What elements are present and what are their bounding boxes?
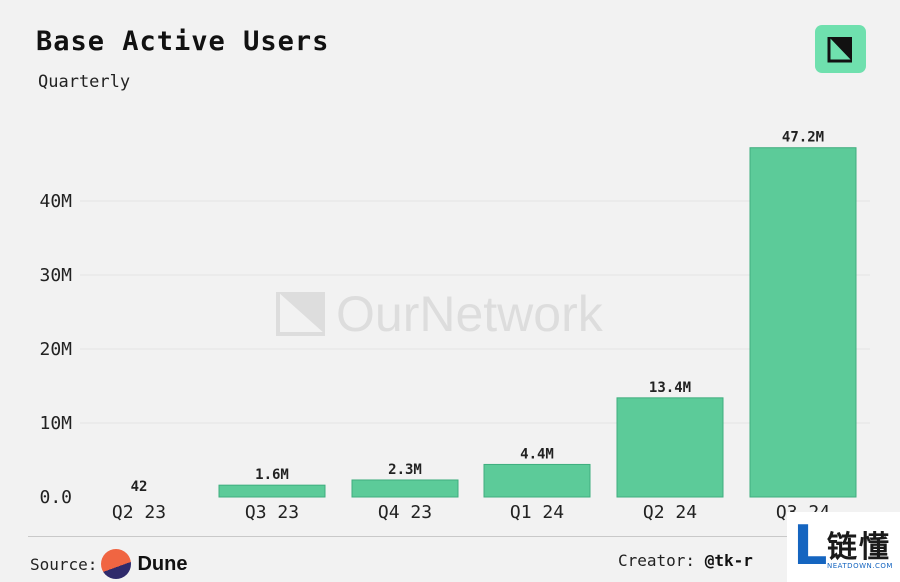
footer-divider — [28, 536, 878, 537]
y-axis: 0.0 10M 20M 30M 40M — [39, 191, 72, 508]
x-tick-label: Q2 23 — [112, 502, 166, 523]
neatdown-badge: L 链懂 NEATDOWN.COM — [787, 512, 900, 582]
dune-logo-icon — [101, 549, 132, 579]
bar-q3-23 — [218, 484, 326, 498]
chart-subtitle: Quarterly — [38, 72, 131, 92]
data-label: 13.4M — [649, 380, 691, 396]
data-label: 4.4M — [520, 446, 554, 462]
grid-lines — [80, 200, 870, 424]
bar-chart: OurNetwork 0.0 10M 20M 30M 40M 42 1.6M 2.3M 4.4… — [39, 130, 870, 523]
ournetwork-logo-icon — [815, 25, 866, 73]
x-tick-label: Q2 24 — [643, 502, 697, 523]
source-credit: Source: Dune — [30, 549, 187, 579]
y-tick-label: 0.0 — [39, 487, 72, 508]
source-label: Source: — [30, 554, 98, 574]
watermark: OurNetwork — [276, 286, 604, 342]
data-labels: 42 1.6M 2.3M 4.4M 13.4M 47.2M — [131, 130, 825, 495]
x-tick-label: Q4 23 — [378, 502, 432, 523]
source-name: Dune — [137, 552, 188, 575]
creator-credit: Creator: @tk-r — [618, 551, 753, 570]
data-label: 42 — [131, 479, 148, 495]
y-tick-label: 10M — [39, 413, 72, 434]
bar-q2-24 — [616, 397, 724, 498]
y-tick-label: 20M — [39, 339, 72, 360]
data-label: 2.3M — [388, 462, 422, 478]
badge-cn-text: 链懂 — [827, 530, 891, 565]
y-tick-label: 30M — [39, 265, 72, 286]
bar-q1-24 — [483, 463, 591, 498]
creator-label: Creator: — [618, 551, 696, 570]
data-label: 1.6M — [255, 467, 289, 483]
x-tick-label: Q3 23 — [245, 502, 299, 523]
neatdown-logo-icon: L — [793, 514, 828, 577]
bar-q4-23 — [351, 479, 459, 498]
bars — [86, 147, 857, 498]
watermark-text: OurNetwork — [336, 286, 604, 342]
watermark-logo-icon — [276, 292, 325, 336]
chart-title: Base Active Users — [36, 26, 330, 57]
badge-en-text: NEATDOWN.COM — [827, 562, 893, 570]
x-tick-label: Q1 24 — [510, 502, 564, 523]
creator-handle: @tk-r — [704, 551, 753, 570]
y-tick-label: 40M — [39, 191, 72, 212]
data-label: 47.2M — [782, 130, 824, 146]
bar-q3-24 — [749, 147, 857, 498]
